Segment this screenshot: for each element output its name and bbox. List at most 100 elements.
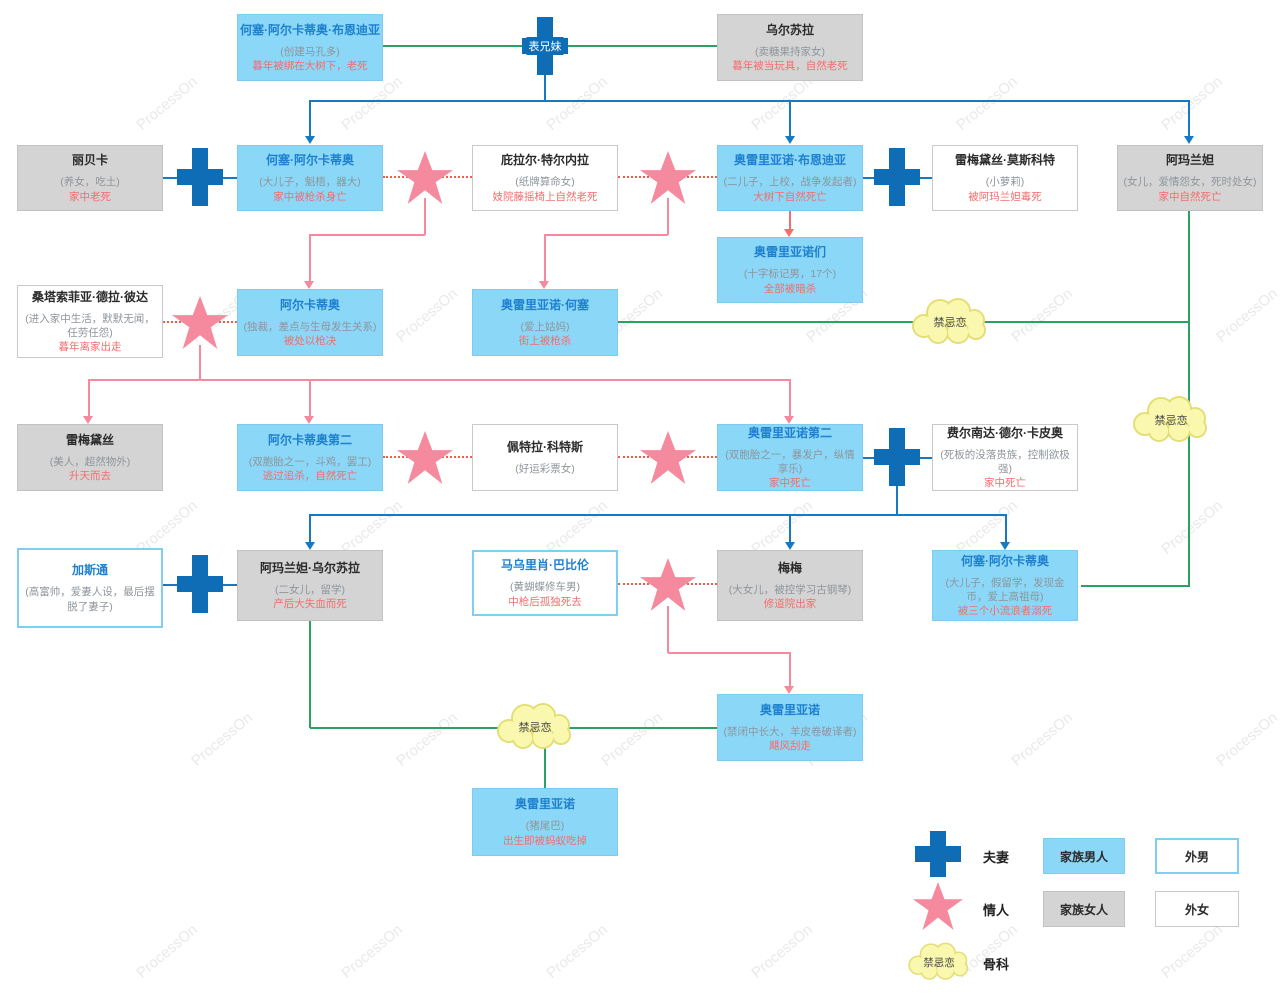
cousins-label: 表兄妹 [526,37,564,55]
node-fate: 暮年离家出走 [58,341,122,354]
incest-cloud-icon[interactable]: 禁忌恋 [906,296,994,348]
node-arcadio-segundo[interactable]: 阿尔卡蒂奥第二 (双胞胎之一，斗鸡，罢工) 逃过追杀，自然死亡 [237,424,383,491]
node-title: 奥雷里亚诺第二 [747,425,832,440]
node-rebeca[interactable]: 丽贝卡 (养女，吃土) 家中老死 [17,145,163,211]
legend-couple-label: 夫妻 [983,850,1010,865]
edge-green-to-josearcadio2 [1081,585,1190,587]
node-aureliano-pigtail[interactable]: 奥雷里亚诺 (猪尾巴) 出生即被蚂蚁吃掉 [472,788,618,856]
edge-pink [309,379,311,417]
node-aureliano-segundo[interactable]: 奥雷里亚诺第二 (双胞胎之一，暴发户，纵情享乐) 家中死亡 [717,424,863,491]
node-ursula[interactable]: 乌尔苏拉 (卖糖果持家女) 暮年被当玩具，自然老死 [717,14,863,81]
node-desc: (死板的没落贵族，控制欲极强) [940,448,1070,476]
node-desc: (禁闭中长大，羊皮卷破译者) [723,725,857,738]
node-desc: (黄蝴蝶修车男) [510,581,580,594]
edge-pink [789,379,791,417]
processon-watermark: ProcessOn [338,497,406,558]
node-aureliano-jose[interactable]: 奥雷里亚诺·何塞 (爱上姑妈) 街上被枪杀 [472,289,618,356]
processon-watermark: ProcessOn [393,285,461,346]
arrow-down [784,686,794,694]
node-aureliano-babilonia[interactable]: 奥雷里亚诺 (禁闭中长大，羊皮卷破译者) 飓风刮走 [717,694,863,761]
node-remedios-beauty[interactable]: 雷梅黛丝 (美人，超然物外) 升天而去 [17,424,163,491]
node-desc: (大女儿，被控学习古钢琴) [728,583,852,596]
node-desc: (卖糖果持家女) [755,45,825,58]
node-meme[interactable]: 梅梅 (大女儿，被控学习古钢琴) 修道院出家 [717,550,863,621]
edge-pink [668,652,790,654]
legend-cloud-label: 禁忌恋 [923,956,955,969]
node-desc: (好运彩票女) [515,463,575,475]
node-jose-arcadio[interactable]: 何塞·阿尔卡蒂奥 (大儿子，魁梧，器大) 家中被枪杀身亡 [237,145,383,211]
node-desc: (十字标记男，17个) [743,268,837,281]
processon-watermark: ProcessOn [953,497,1021,558]
processon-watermark: ProcessOn [1213,285,1280,346]
arrow-down [785,542,795,550]
node-desc: (猪尾巴) [525,820,565,833]
node-fate: 被处以枪决 [283,335,337,348]
node-amaranta[interactable]: 阿玛兰妲 (女儿，爱情怨女，死时处女) 家中自然死亡 [1117,145,1263,211]
processon-watermark: ProcessOn [338,73,406,134]
node-title: 马乌里肖·巴比伦 [501,558,589,573]
incest-cloud-icon[interactable]: 禁忌恋 [491,701,579,753]
processon-watermark: ProcessOn [953,73,1021,134]
node-desc: (高富帅，爱妻人设，最后摆脱了妻子) [25,586,155,613]
edge-pink [310,234,425,236]
processon-watermark: ProcessOn [1008,285,1076,346]
legend-outer-female-box: 外女 [1155,891,1239,927]
arrow-down [1184,136,1194,144]
node-remedios-moscote[interactable]: 雷梅黛丝·莫斯科特 (小萝莉) 被阿玛兰妲毒死 [932,145,1078,211]
edge-green-amarantaursula-down [309,621,311,728]
legend-outer-male-label: 外男 [1184,849,1209,864]
processon-watermark: ProcessOn [1008,709,1076,770]
node-title: 乌尔苏拉 [765,22,814,37]
couple-plus-icon[interactable] [872,428,922,486]
node-arcadio[interactable]: 阿尔卡蒂奥 (独裁，差点与生母发生关系) 被处以枪决 [237,289,383,356]
incest-cloud-icon[interactable]: 禁忌恋 [1127,394,1215,446]
processon-watermark: ProcessOn [748,921,816,982]
edge-green-aurelianojose-amaranta [618,321,1190,323]
edge-blue-drop [789,514,791,542]
node-jose-arcadio-buendia[interactable]: 何塞·阿尔卡蒂奥·布恩迪亚 (创建马孔多) 暮年被绑在大树下，老死 [237,14,383,81]
node-desc: (创建马孔多) [280,45,340,58]
legend-couple-plus-icon [915,831,961,877]
incest-cloud-label: 禁忌恋 [519,720,552,734]
node-title: 雷梅黛丝·莫斯科特 [955,153,1055,168]
couple-plus-icon[interactable] [175,555,225,613]
node-fate: 逃过追杀，自然死亡 [262,470,358,483]
processon-watermark: ProcessOn [188,709,256,770]
node-mauricio-babilonia[interactable]: 马乌里肖·巴比伦 (黄蝴蝶修车男) 中枪后孤独死去 [472,550,618,616]
node-santa-sofia[interactable]: 桑塔索菲亚·德拉·彼达 (进入家中生活，默默无闻，任劳任怨) 暮年离家出走 [17,285,163,358]
couple-plus-icon[interactable] [872,148,922,206]
node-fate: 全部被暗杀 [763,282,817,295]
node-desc: (独裁，差点与生母发生关系) [243,320,377,333]
legend-family-female-label: 家族女人 [1059,902,1108,917]
node-petra-cotes[interactable]: 佩特拉·科特斯 (好运彩票女) [472,424,618,491]
node-jose-arcadio-2[interactable]: 何塞·阿尔卡蒂奥 (大儿子，假留学，发现金币，爱上高祖母) 被三个小流浪者溺死 [932,550,1078,621]
node-title: 阿尔卡蒂奥第二 [267,432,352,447]
processon-watermark: ProcessOn [543,497,611,558]
couple-plus-icon[interactable]: 表兄妹 [520,17,570,75]
node-title: 奥雷里亚诺们 [753,245,826,260]
edge-pink [424,198,426,235]
node-fate: 暮年被绑在大树下，老死 [252,60,368,73]
node-fernanda[interactable]: 费尔南达·德尔·卡皮奥 (死板的没落贵族，控制欲极强) 家中死亡 [932,424,1078,491]
node-aurelianos-17[interactable]: 奥雷里亚诺们 (十字标记男，17个) 全部被暗杀 [717,237,863,303]
arrow-down [304,281,314,289]
node-fate: 被三个小流浪者溺死 [957,605,1053,618]
edge-blue-drop [1005,514,1007,542]
edge-pink [544,234,546,281]
node-pilar-ternera[interactable]: 庇拉尔·特尔内拉 (纸牌算命女) 妓院藤摇椅上自然老死 [472,145,618,211]
edge-blue-drop [789,100,791,136]
edge-blue-gen2-bus [310,100,1190,102]
processon-watermark: ProcessOn [1158,73,1226,134]
node-gaston[interactable]: 加斯通 (高富帅，爱妻人设，最后摆脱了妻子) [17,548,163,628]
node-aureliano-buendia[interactable]: 奥雷里亚诺·布恩迪亚 (二儿子，上校，战争发起者) 大树下自然死亡 [717,145,863,211]
node-amaranta-ursula[interactable]: 阿玛兰妲·乌尔苏拉 (二女儿，留学) 产后大失血而死 [237,550,383,621]
node-fate: 家中老死 [69,190,111,203]
node-title: 奥雷里亚诺 [514,797,575,812]
node-desc: (大儿子，魁梧，器大) [259,176,361,189]
processon-watermark: ProcessOn [748,497,816,558]
couple-plus-icon[interactable] [175,148,225,206]
node-title: 阿尔卡蒂奥 [279,297,340,312]
node-title: 费尔南达·德尔·卡皮奥 [947,425,1063,440]
edge-pink [199,345,201,380]
